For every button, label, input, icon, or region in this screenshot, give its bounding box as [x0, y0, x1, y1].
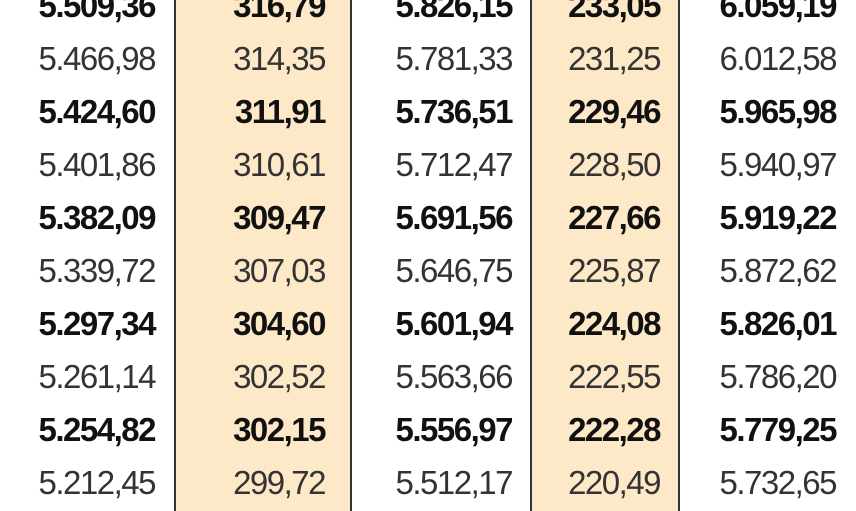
table-cell: 5.826,01 — [719, 305, 838, 342]
table-cell: 5.556,97 — [395, 411, 514, 448]
table-cell: 225,87 — [568, 252, 661, 289]
table-cell: 5.965,98 — [719, 93, 838, 130]
table-cell: 6.059,19 — [719, 0, 838, 24]
table-cell: 5.712,47 — [395, 146, 514, 183]
table-cell: 5.563,66 — [395, 358, 514, 395]
table-cell: 5.919,22 — [719, 199, 838, 236]
table-cell: 309,47 — [233, 199, 326, 236]
table-cell: 314,35 — [233, 40, 326, 77]
table-cell: 5.732,65 — [719, 464, 838, 501]
table-cell: 5.786,20 — [719, 358, 838, 395]
table-cell: 220,49 — [568, 464, 661, 501]
column-shade — [174, 0, 352, 511]
table-cell: 302,52 — [233, 358, 326, 395]
table-cell: 5.339,72 — [38, 252, 157, 289]
table-cell: 5.401,86 — [38, 146, 157, 183]
table-cell: 228,50 — [568, 146, 661, 183]
table-cell: 307,03 — [233, 252, 326, 289]
table-cell: 222,55 — [568, 358, 661, 395]
table-cell: 5.826,15 — [395, 0, 514, 24]
table-cell: 5.691,56 — [395, 199, 514, 236]
table-cell: 5.261,14 — [38, 358, 157, 395]
table-cell: 6.012,58 — [719, 40, 838, 77]
table-cell: 5.297,34 — [38, 305, 157, 342]
table-cell: 5.646,75 — [395, 252, 514, 289]
table-cell: 5.424,60 — [38, 93, 157, 130]
table-cell: 310,61 — [233, 146, 326, 183]
table-cell: 229,46 — [568, 93, 661, 130]
table-cell: 299,72 — [233, 464, 326, 501]
table-cell: 304,60 — [233, 305, 326, 342]
table-cell: 5.466,98 — [38, 40, 157, 77]
table-cell: 5.940,97 — [719, 146, 838, 183]
table-cell: 302,15 — [233, 411, 326, 448]
table-cell: 227,66 — [568, 199, 661, 236]
table-cell: 5.254,82 — [38, 411, 157, 448]
table-cell: 5.736,51 — [395, 93, 514, 130]
table-cell: 222,28 — [568, 411, 661, 448]
table-cell: 5.781,33 — [395, 40, 514, 77]
table-cell: 5.872,62 — [719, 252, 838, 289]
table-cell: 5.601,94 — [395, 305, 514, 342]
table-cell: 5.512,17 — [395, 464, 514, 501]
column-shade — [530, 0, 680, 511]
table-cell: 5.382,09 — [38, 199, 157, 236]
table-cell: 5.779,25 — [719, 411, 838, 448]
table-cell: 311,91 — [234, 93, 327, 130]
table-cell: 316,79 — [233, 0, 326, 24]
table-cell: 5.212,45 — [38, 464, 157, 501]
table-cell: 231,25 — [568, 40, 661, 77]
table-cell: 5.509,36 — [38, 0, 157, 24]
table-cell: 224,08 — [568, 305, 661, 342]
table-cell: 233,05 — [568, 0, 661, 24]
